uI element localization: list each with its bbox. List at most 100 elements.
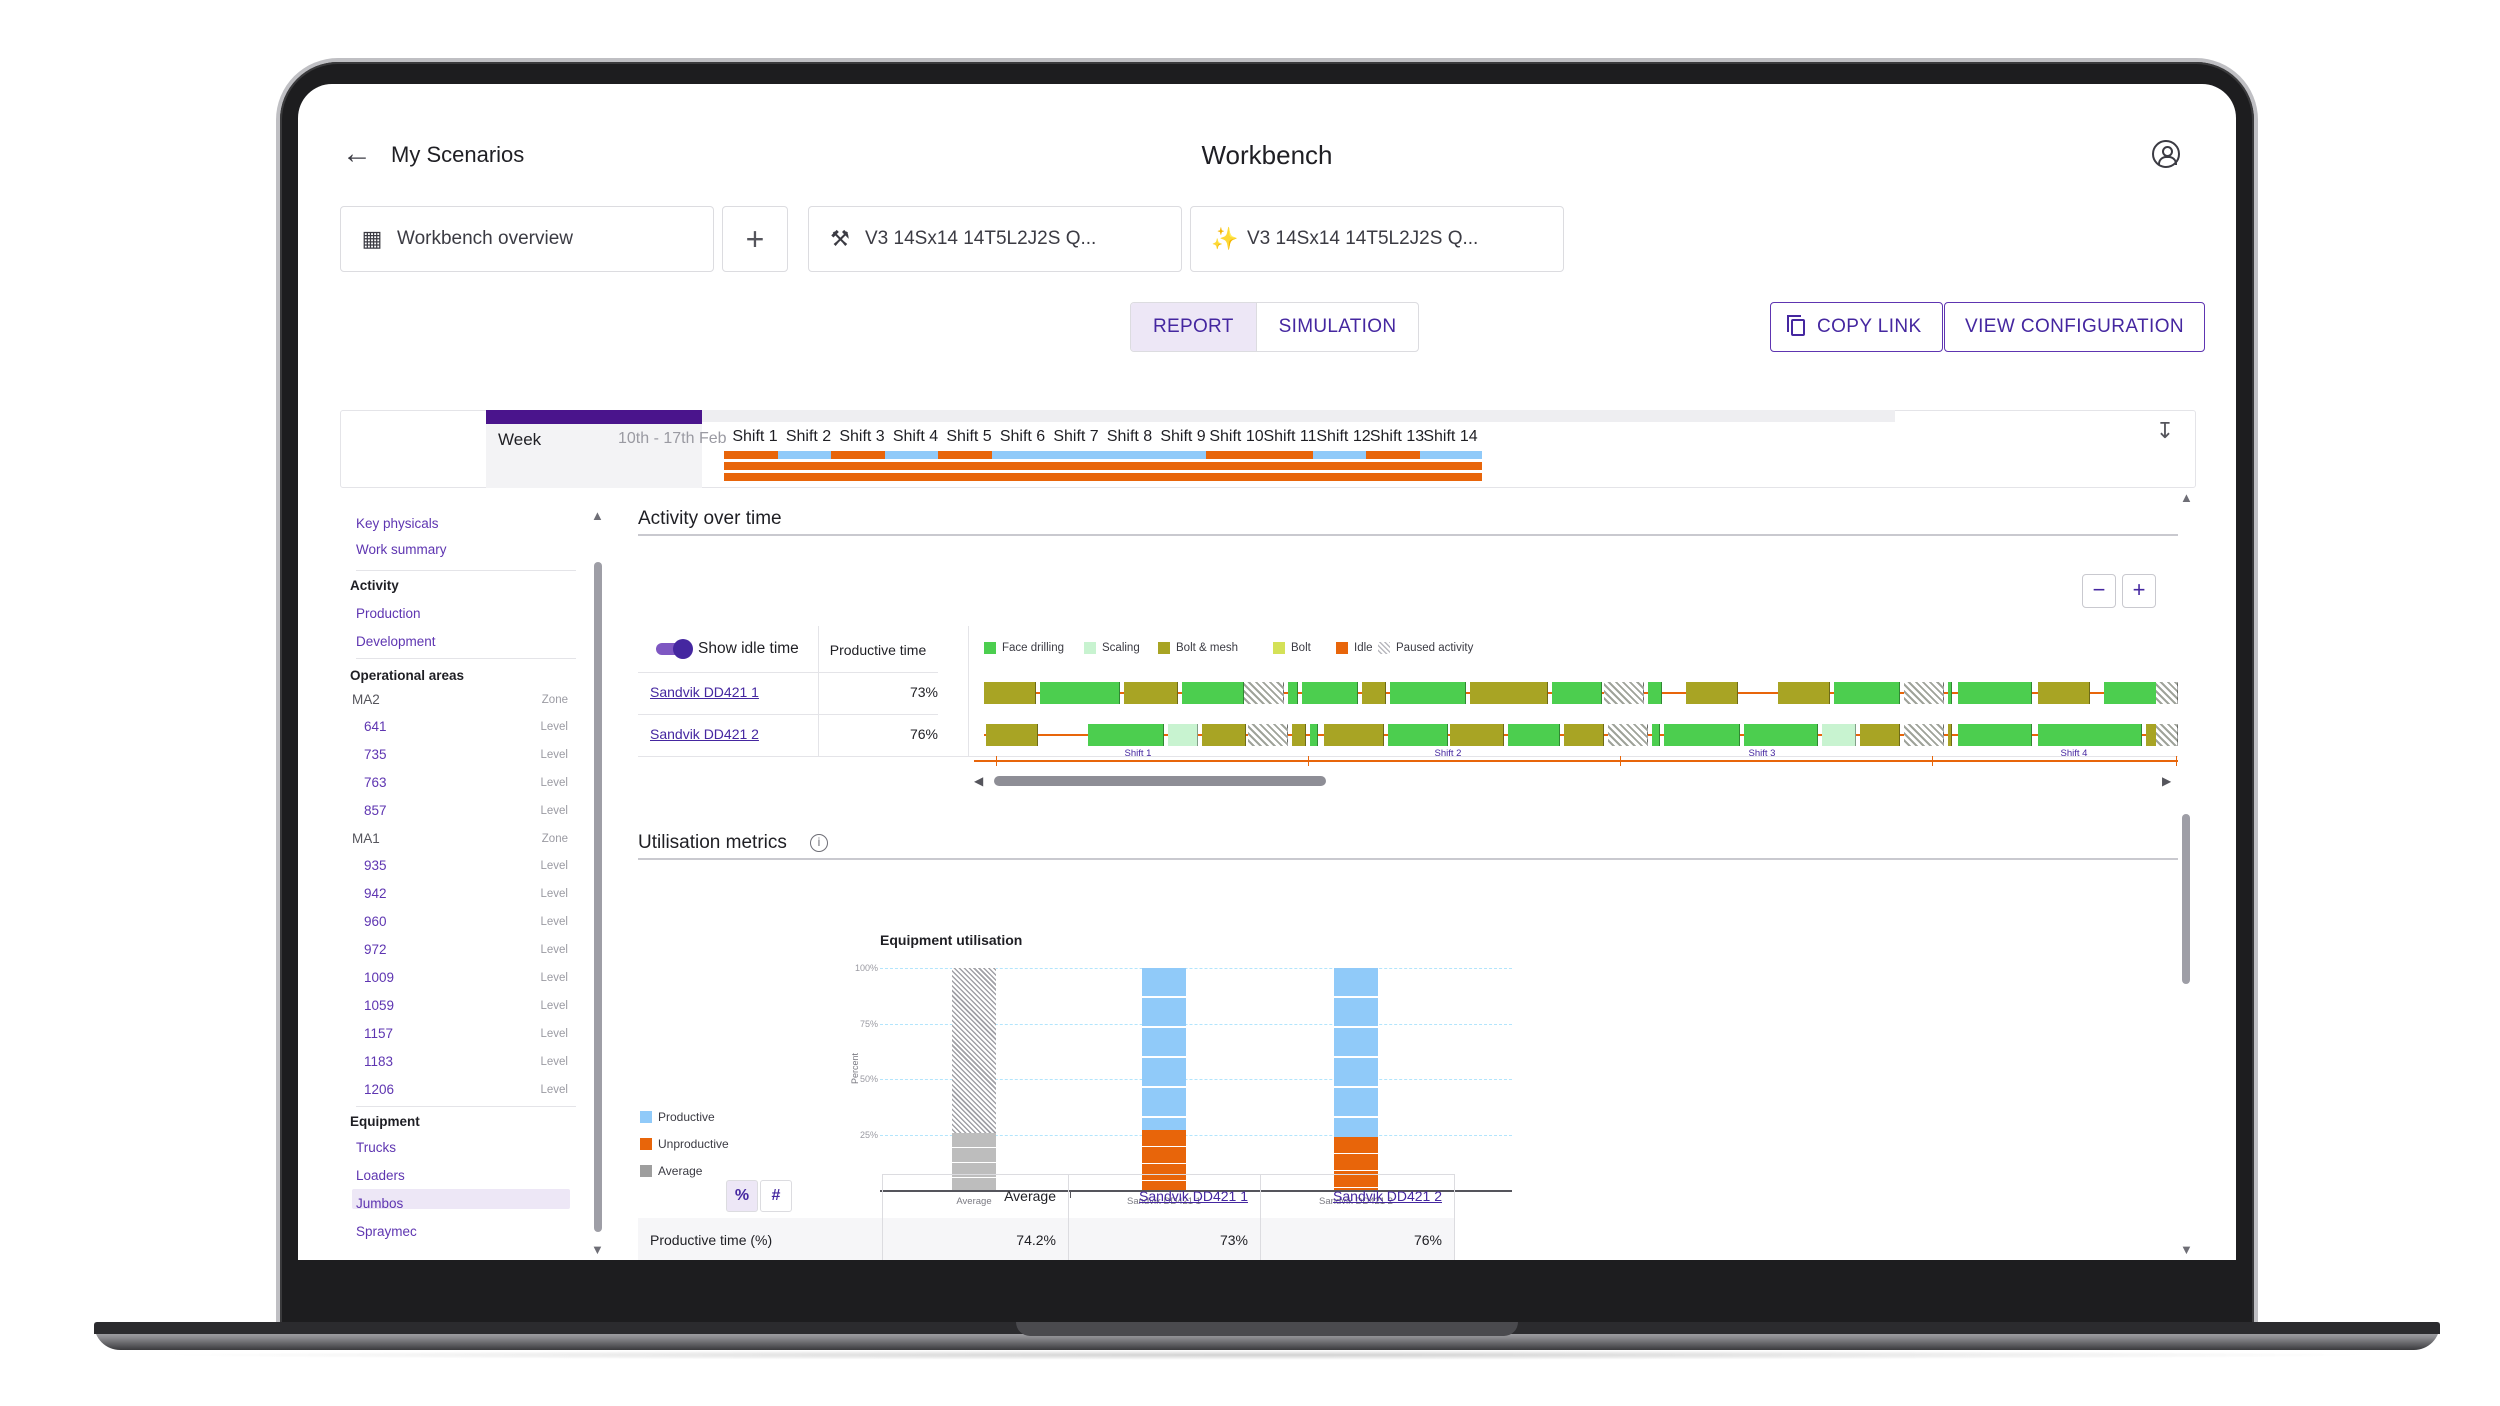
sidebar-link[interactable]: Key physicals bbox=[356, 516, 439, 531]
sidebar-item-jumbos[interactable]: Jumbos bbox=[356, 1196, 404, 1211]
shift-column[interactable]: Shift 14 bbox=[1419, 428, 1482, 481]
activity-segment[interactable] bbox=[1664, 724, 1740, 746]
zoom-in-button[interactable]: + bbox=[2122, 574, 2156, 608]
activity-segment[interactable] bbox=[1822, 724, 1856, 746]
sidebar-item-development[interactable]: Development bbox=[356, 634, 436, 649]
back-arrow-icon[interactable]: ← bbox=[342, 137, 372, 170]
info-icon[interactable]: i bbox=[810, 834, 828, 852]
level-link[interactable]: 1009 bbox=[364, 970, 395, 985]
activity-segment[interactable] bbox=[1778, 682, 1830, 704]
view-configuration-button[interactable]: VIEW CONFIGURATION bbox=[1944, 302, 2206, 352]
activity-segment[interactable] bbox=[1744, 724, 1818, 746]
activity-segment[interactable] bbox=[1834, 682, 1900, 704]
activity-segment[interactable] bbox=[986, 724, 1038, 746]
level-link[interactable]: 763 bbox=[364, 775, 387, 790]
scroll-left-icon[interactable]: ◀ bbox=[974, 774, 984, 788]
activity-segment[interactable] bbox=[1390, 682, 1466, 704]
sidebar-scroll-down-icon[interactable]: ▼ bbox=[591, 1242, 604, 1257]
sidebar-link[interactable]: Work summary bbox=[356, 542, 447, 557]
sidebar-item-spraymec[interactable]: Spraymec bbox=[356, 1224, 417, 1239]
level-link[interactable]: 1059 bbox=[364, 998, 395, 1013]
activity-segment[interactable] bbox=[1958, 724, 2032, 746]
activity-segment[interactable] bbox=[1564, 724, 1604, 746]
bar-unproductive[interactable] bbox=[1142, 1130, 1186, 1190]
main-scrollbar[interactable] bbox=[2182, 814, 2190, 984]
sidebar-item-loaders[interactable]: Loaders bbox=[356, 1168, 405, 1183]
shift-column[interactable]: Shift 9 bbox=[1152, 428, 1214, 481]
activity-segment[interactable] bbox=[1604, 682, 1644, 704]
tab-workbench-overview[interactable]: ▦ Workbench overview bbox=[340, 206, 714, 272]
activity-segment[interactable] bbox=[1388, 724, 1448, 746]
level-link[interactable]: 1206 bbox=[364, 1082, 395, 1097]
activity-segment[interactable] bbox=[1450, 724, 1504, 746]
activity-segment[interactable] bbox=[1168, 724, 1198, 746]
tab-scenario-1[interactable]: ⚒ V3 14Sx14 14T5L2J2S Q... bbox=[808, 206, 1182, 272]
activity-segment[interactable] bbox=[1860, 724, 1900, 746]
table-header-link[interactable]: Sandvik DD421 1 bbox=[1139, 1188, 1248, 1204]
activity-segment[interactable] bbox=[1310, 724, 1318, 746]
shift-column[interactable]: Shift 4 bbox=[884, 428, 947, 481]
add-tab-button[interactable]: + bbox=[722, 206, 788, 272]
copy-link-button[interactable]: COPY LINK bbox=[1770, 302, 1943, 352]
bar-unproductive[interactable] bbox=[1334, 1136, 1378, 1190]
activity-segment[interactable] bbox=[1182, 682, 1244, 704]
shift-column[interactable]: Shift 3 bbox=[831, 428, 893, 481]
account-icon[interactable] bbox=[2152, 140, 2180, 168]
simulation-button[interactable]: SIMULATION bbox=[1278, 316, 1397, 337]
activity-segment[interactable] bbox=[2038, 682, 2090, 704]
activity-segment[interactable] bbox=[1958, 682, 2032, 704]
activity-segment[interactable] bbox=[1248, 724, 1288, 746]
activity-segment[interactable] bbox=[1904, 724, 1944, 746]
activity-segment[interactable] bbox=[1088, 724, 1164, 746]
activity-segment[interactable] bbox=[1302, 682, 1358, 704]
activity-segment[interactable] bbox=[2038, 724, 2142, 746]
shift-column[interactable]: Shift 13 bbox=[1366, 428, 1428, 481]
sidebar-item-trucks[interactable]: Trucks bbox=[356, 1140, 396, 1155]
activity-segment[interactable] bbox=[1362, 682, 1386, 704]
activity-segment[interactable] bbox=[1948, 724, 1952, 746]
activity-segment[interactable] bbox=[1292, 724, 1306, 746]
bar-unproductive[interactable] bbox=[952, 1132, 996, 1190]
table-header-link[interactable]: Sandvik DD421 2 bbox=[1333, 1188, 1442, 1204]
percent-view-button[interactable]: % bbox=[726, 1180, 758, 1212]
activity-segment[interactable] bbox=[1686, 682, 1738, 704]
scroll-right-icon[interactable]: ▶ bbox=[2162, 774, 2172, 788]
shift-column[interactable]: Shift 10 bbox=[1205, 428, 1268, 481]
back-link[interactable]: My Scenarios bbox=[391, 142, 525, 167]
zoom-out-button[interactable]: − bbox=[2082, 574, 2116, 608]
activity-segment[interactable] bbox=[1508, 724, 1560, 746]
idle-toggle-knob[interactable] bbox=[673, 639, 693, 659]
activity-segment[interactable] bbox=[1040, 682, 1120, 704]
zone-label[interactable]: MA1 bbox=[352, 831, 380, 846]
activity-segment[interactable] bbox=[1552, 682, 1602, 704]
sidebar-scroll-up-icon[interactable]: ▲ bbox=[591, 508, 604, 523]
level-link[interactable]: 1183 bbox=[364, 1054, 394, 1069]
level-link[interactable]: 942 bbox=[364, 886, 387, 901]
level-link[interactable]: 960 bbox=[364, 914, 387, 929]
main-scroll-up-icon[interactable]: ▲ bbox=[2180, 490, 2193, 505]
activity-segment[interactable] bbox=[984, 682, 1036, 704]
activity-segment[interactable] bbox=[1124, 682, 1178, 704]
tab-scenario-2[interactable]: ✨ V3 14Sx14 14T5L2J2S Q... bbox=[1190, 206, 1564, 272]
level-link[interactable]: 641 bbox=[364, 719, 387, 734]
activity-segment[interactable] bbox=[2156, 682, 2178, 704]
report-button[interactable]: REPORT bbox=[1131, 303, 1257, 351]
count-view-button[interactable]: # bbox=[760, 1180, 792, 1212]
bar-productive[interactable] bbox=[952, 968, 996, 1133]
bar-productive[interactable] bbox=[1142, 968, 1186, 1131]
activity-segment[interactable] bbox=[1608, 724, 1648, 746]
activity-segment[interactable] bbox=[1324, 724, 1384, 746]
activity-segment[interactable] bbox=[1470, 682, 1548, 704]
shift-column[interactable]: Shift 12 bbox=[1312, 428, 1375, 481]
activity-segment[interactable] bbox=[1648, 682, 1662, 704]
gantt-horizontal-scrollbar[interactable] bbox=[994, 776, 1326, 786]
equipment-link[interactable]: Sandvik DD421 2 bbox=[650, 726, 759, 742]
sidebar-item-production[interactable]: Production bbox=[356, 606, 421, 621]
activity-segment[interactable] bbox=[1948, 682, 1952, 704]
collapse-icon[interactable]: ↧ bbox=[2155, 418, 2175, 443]
activity-segment[interactable] bbox=[1904, 682, 1944, 704]
level-link[interactable]: 1157 bbox=[364, 1026, 394, 1041]
main-scroll-down-icon[interactable]: ▼ bbox=[2180, 1242, 2193, 1257]
sidebar-scrollbar[interactable] bbox=[594, 562, 602, 1232]
activity-segment[interactable] bbox=[2156, 724, 2178, 746]
